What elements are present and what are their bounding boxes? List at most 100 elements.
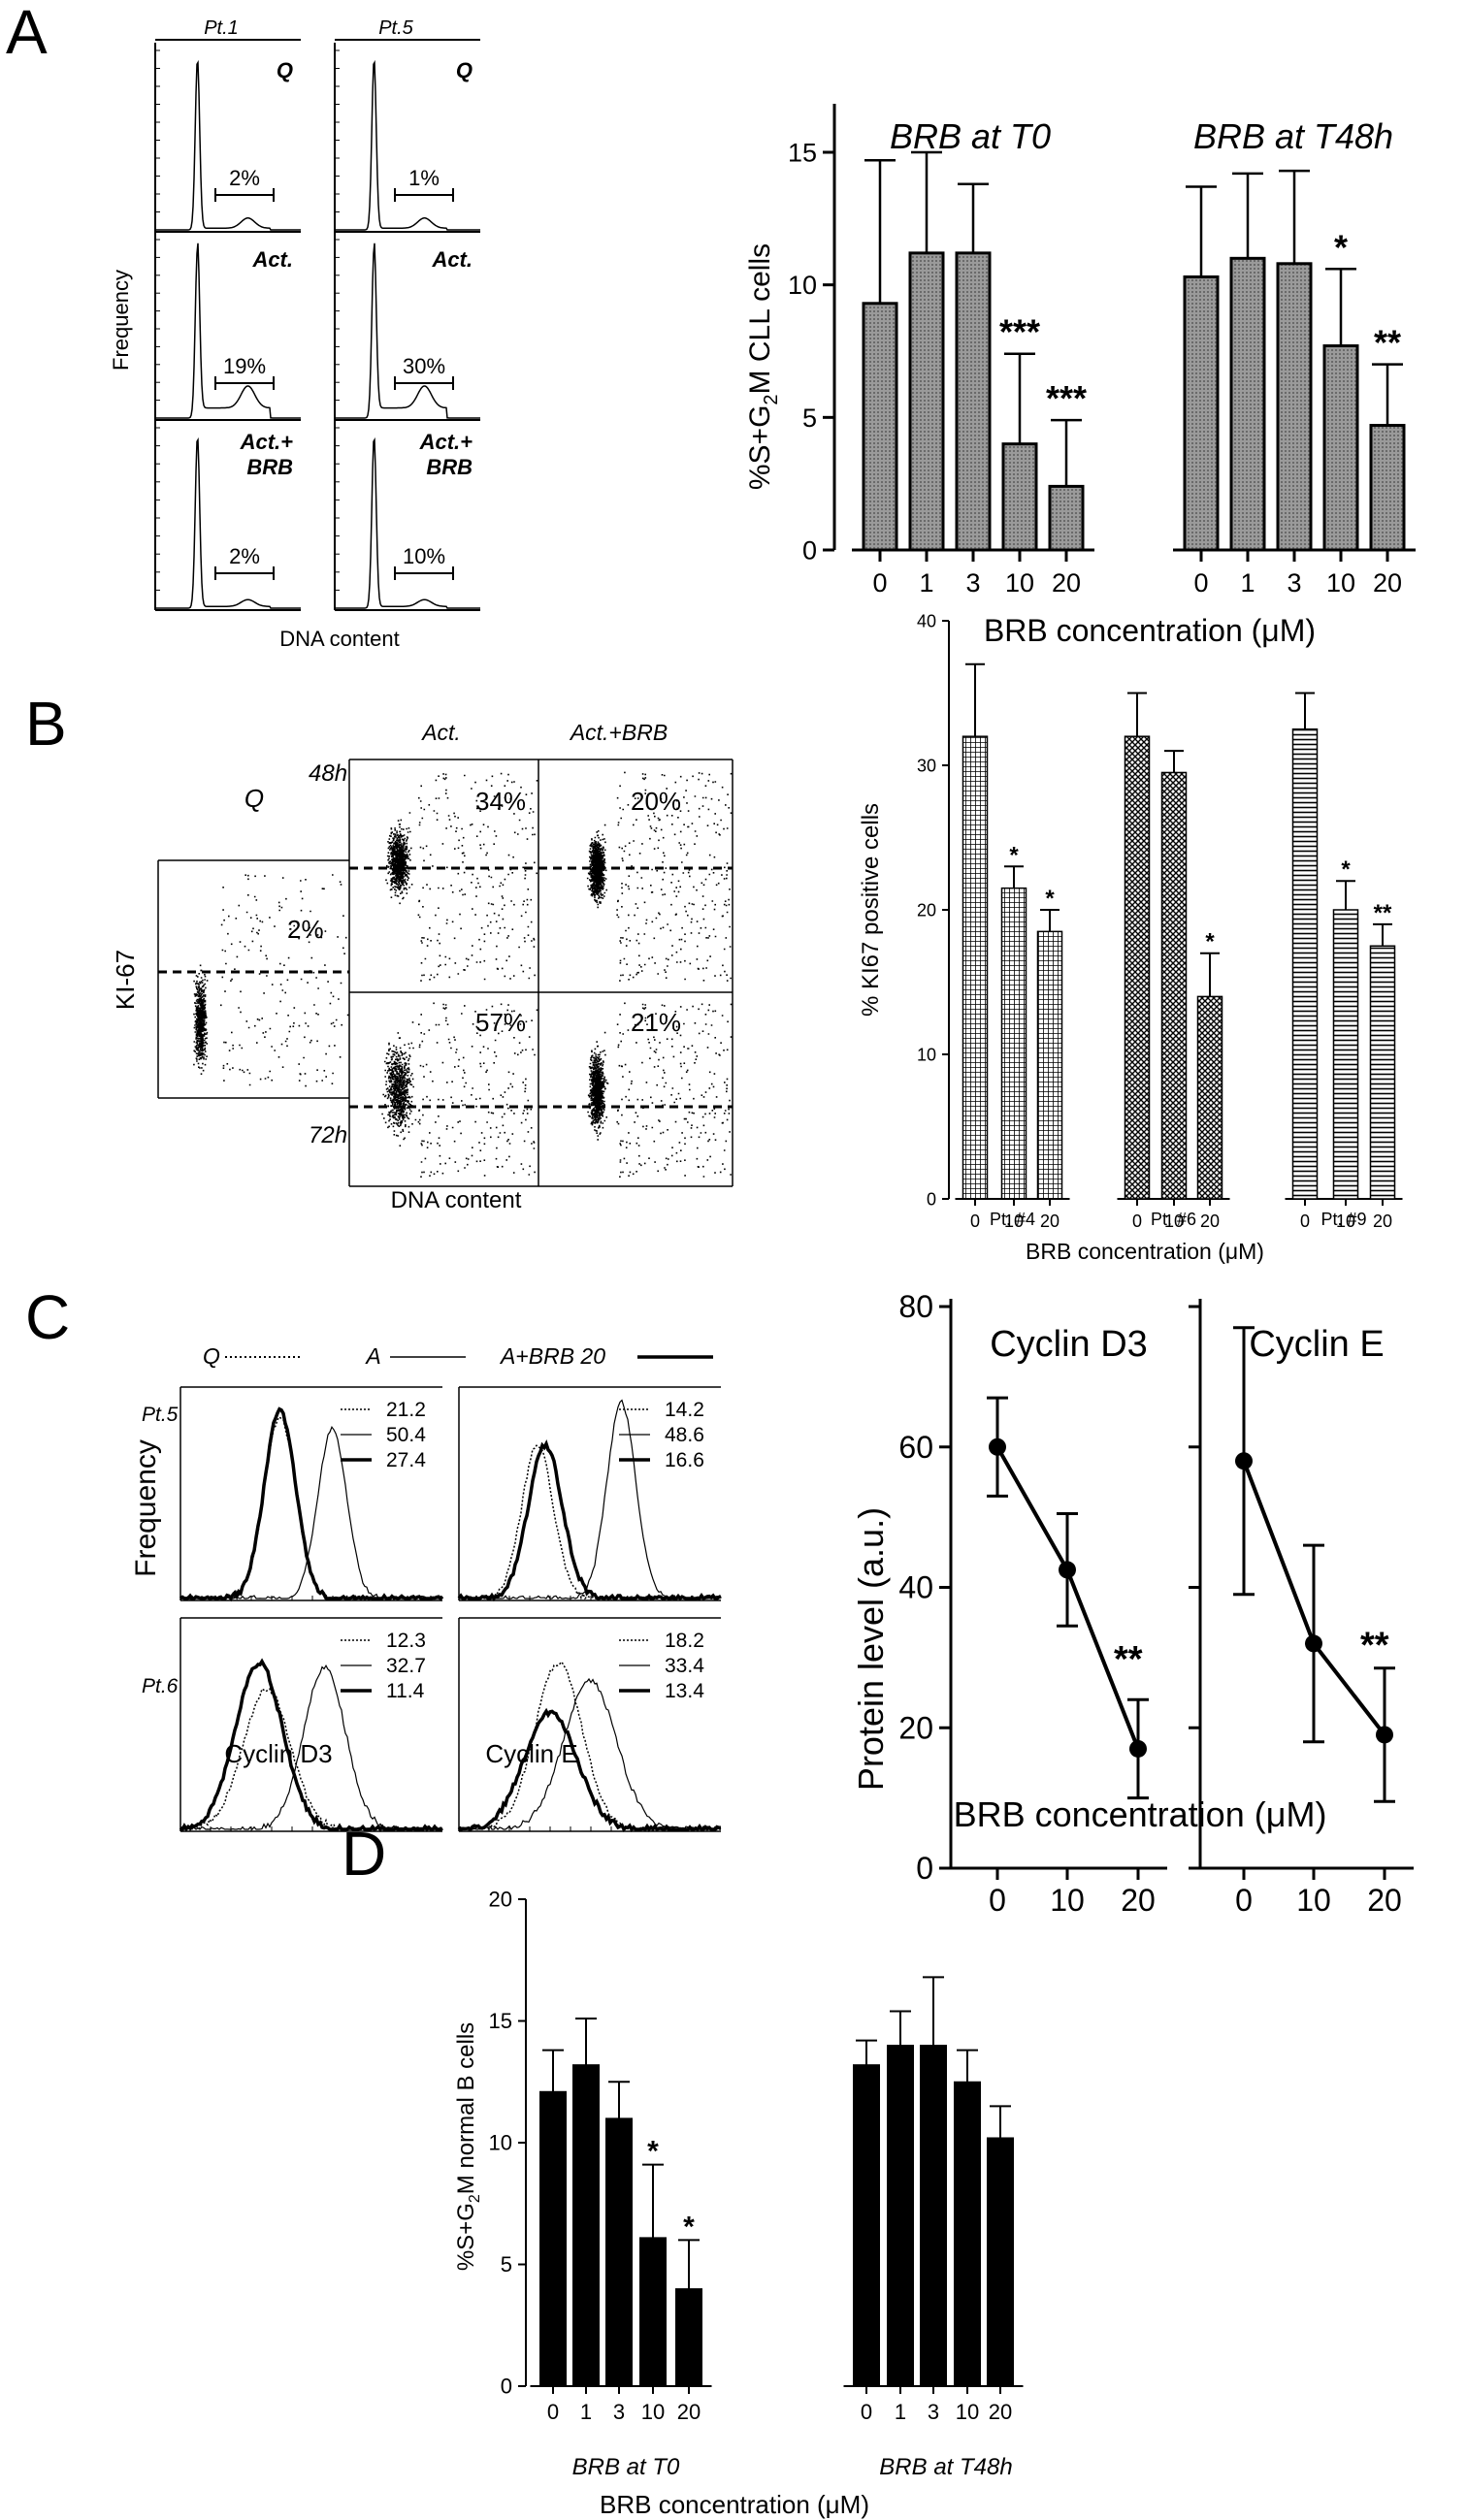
significance-label: ** <box>1374 900 1392 926</box>
hist-curve-abrb <box>457 1439 722 1602</box>
bar <box>1183 275 1220 552</box>
panel-a-group-label-2: BRB at T48h <box>1193 116 1393 156</box>
panel-a-flow-histograms: Pt.1 Pt.5 2%Q1%Q19%Act.30%Act.2%Act.+BRB… <box>109 17 480 651</box>
hist-value: 12.3 <box>386 1630 426 1652</box>
bar <box>1124 735 1151 1200</box>
hist-curve-abrb <box>179 1406 444 1602</box>
legend-abrb-label: A+BRB 20 <box>499 1343 605 1369</box>
flow-gate-pct: 2% <box>229 544 260 568</box>
hist-ylabel: Frequency <box>130 1439 162 1577</box>
hist-row-label-2: Pt.6 <box>142 1675 179 1697</box>
x-tick-label: 10 <box>1326 568 1355 598</box>
hist-value: 16.6 <box>665 1449 704 1471</box>
group-label: Pt. #9 <box>1320 1210 1366 1229</box>
hist-value: 33.4 <box>665 1655 704 1677</box>
y-tick-label: 10 <box>489 2131 512 2155</box>
dot-pct-2: 20% <box>631 787 681 816</box>
x-tick-label: 10 <box>1336 1212 1355 1231</box>
hist-value: 48.6 <box>665 1424 704 1446</box>
hist-value: 21.2 <box>386 1399 426 1421</box>
significance-label: * <box>1341 856 1351 883</box>
x-tick-label: 3 <box>613 2400 625 2424</box>
flow-histogram-curve <box>154 242 301 420</box>
panel-a-xlabel: BRB concentration (μM) <box>984 613 1316 648</box>
x-tick-label: 0 <box>989 1883 1006 1918</box>
panel-c-ylabel: Protein level (a.u.) <box>851 1507 891 1791</box>
panel-letter-a: A <box>6 0 48 67</box>
flow-row-label: BRB <box>426 455 473 479</box>
y-tick-label: 30 <box>917 756 936 775</box>
group-label: Pt. #4 <box>990 1210 1035 1229</box>
x-tick-label: 0 <box>861 2400 872 2424</box>
significance-label: * <box>1045 886 1055 912</box>
bar <box>1196 995 1223 1200</box>
y-tick-label: 0 <box>916 1851 933 1886</box>
x-tick-label: 10 <box>1050 1883 1085 1918</box>
panel-b-ylabel: % KI67 positive cells <box>858 803 884 1017</box>
x-tick-label: 3 <box>965 568 980 598</box>
x-tick-label: 20 <box>1040 1212 1060 1231</box>
bar <box>962 735 989 1200</box>
x-tick-label: 10 <box>1004 1212 1024 1231</box>
bar <box>1160 771 1188 1200</box>
dot-time-48h: 48h <box>309 760 347 787</box>
hist-curve-a <box>458 1677 722 1831</box>
data-point <box>1376 1726 1393 1744</box>
bar <box>1036 930 1063 1200</box>
bar <box>887 2045 914 2387</box>
flow-histogram-curve <box>154 436 301 610</box>
bar <box>1291 728 1319 1200</box>
bar <box>1000 887 1027 1200</box>
flow-row-label: Act.+ <box>419 430 473 454</box>
hist-value: 11.4 <box>386 1680 425 1702</box>
significance-label: ** <box>1114 1639 1143 1680</box>
panel-c-line-charts: 0 20 40 60 80 0 10 20 ** Cyclin D3 0 10 20 ** Cyclin E… <box>851 1289 1414 1918</box>
bar <box>1322 344 1359 552</box>
bar <box>675 2288 702 2387</box>
flow-histogram-curve <box>334 436 480 610</box>
x-tick-label: 20 <box>677 2400 701 2424</box>
dot-q-pct: 2% <box>287 915 324 944</box>
bar <box>1369 945 1396 1200</box>
dot-col-title-1: Act. <box>420 720 461 745</box>
hist-value: 50.4 <box>386 1424 426 1446</box>
significance-label: ** <box>1360 1625 1389 1665</box>
hist-xlabel-2: Cyclin E <box>485 1739 577 1768</box>
significance-label: ** <box>1374 323 1401 363</box>
x-tick-label: 10 <box>1164 1212 1184 1231</box>
flow-gate-pct: 30% <box>403 354 445 378</box>
y-tick-label: 20 <box>898 1710 933 1745</box>
panel-d-group-label-2: BRB at T48h <box>879 2454 1012 2480</box>
y-tick-label: 5 <box>802 404 817 433</box>
x-tick-label: 20 <box>1373 568 1402 598</box>
hist-curve-abrb <box>457 1707 722 1833</box>
panel-a-group-label-1: BRB at T0 <box>890 116 1051 156</box>
x-tick-label: 0 <box>1193 568 1208 598</box>
dot-time-72h: 72h <box>309 1122 347 1148</box>
flow-row-label: Act. <box>431 247 473 272</box>
dot-pct-1: 34% <box>475 787 526 816</box>
flow-row-label: BRB <box>246 455 293 479</box>
significance-label: * <box>1205 929 1215 955</box>
x-tick-label: 3 <box>1287 568 1301 598</box>
flow-row-label: Q <box>456 58 473 82</box>
x-tick-label: 20 <box>1121 1883 1156 1918</box>
y-tick-label: 20 <box>489 1888 512 1912</box>
bar <box>1048 484 1085 552</box>
group-label: Pt. #6 <box>1151 1210 1196 1229</box>
x-tick-label: 20 <box>1200 1212 1220 1231</box>
x-tick-label: 10 <box>956 2400 979 2424</box>
hist-value: 27.4 <box>386 1449 426 1471</box>
significance-label: * <box>647 2136 659 2168</box>
x-tick-label: 1 <box>895 2400 906 2424</box>
bar <box>639 2237 667 2387</box>
flow-gate-pct: 2% <box>229 166 260 190</box>
panel-b-xlabel: BRB concentration (μM) <box>1026 1239 1264 1264</box>
y-tick-label: 20 <box>917 900 936 920</box>
significance-label: *** <box>999 312 1040 352</box>
panel-b-dot-plots: Act. Act.+BRB Q 48h 72h 2% 34% 20% 57% 2… <box>111 720 734 1213</box>
hist-curve-q <box>179 1688 443 1831</box>
x-tick-label: 0 <box>872 568 887 598</box>
